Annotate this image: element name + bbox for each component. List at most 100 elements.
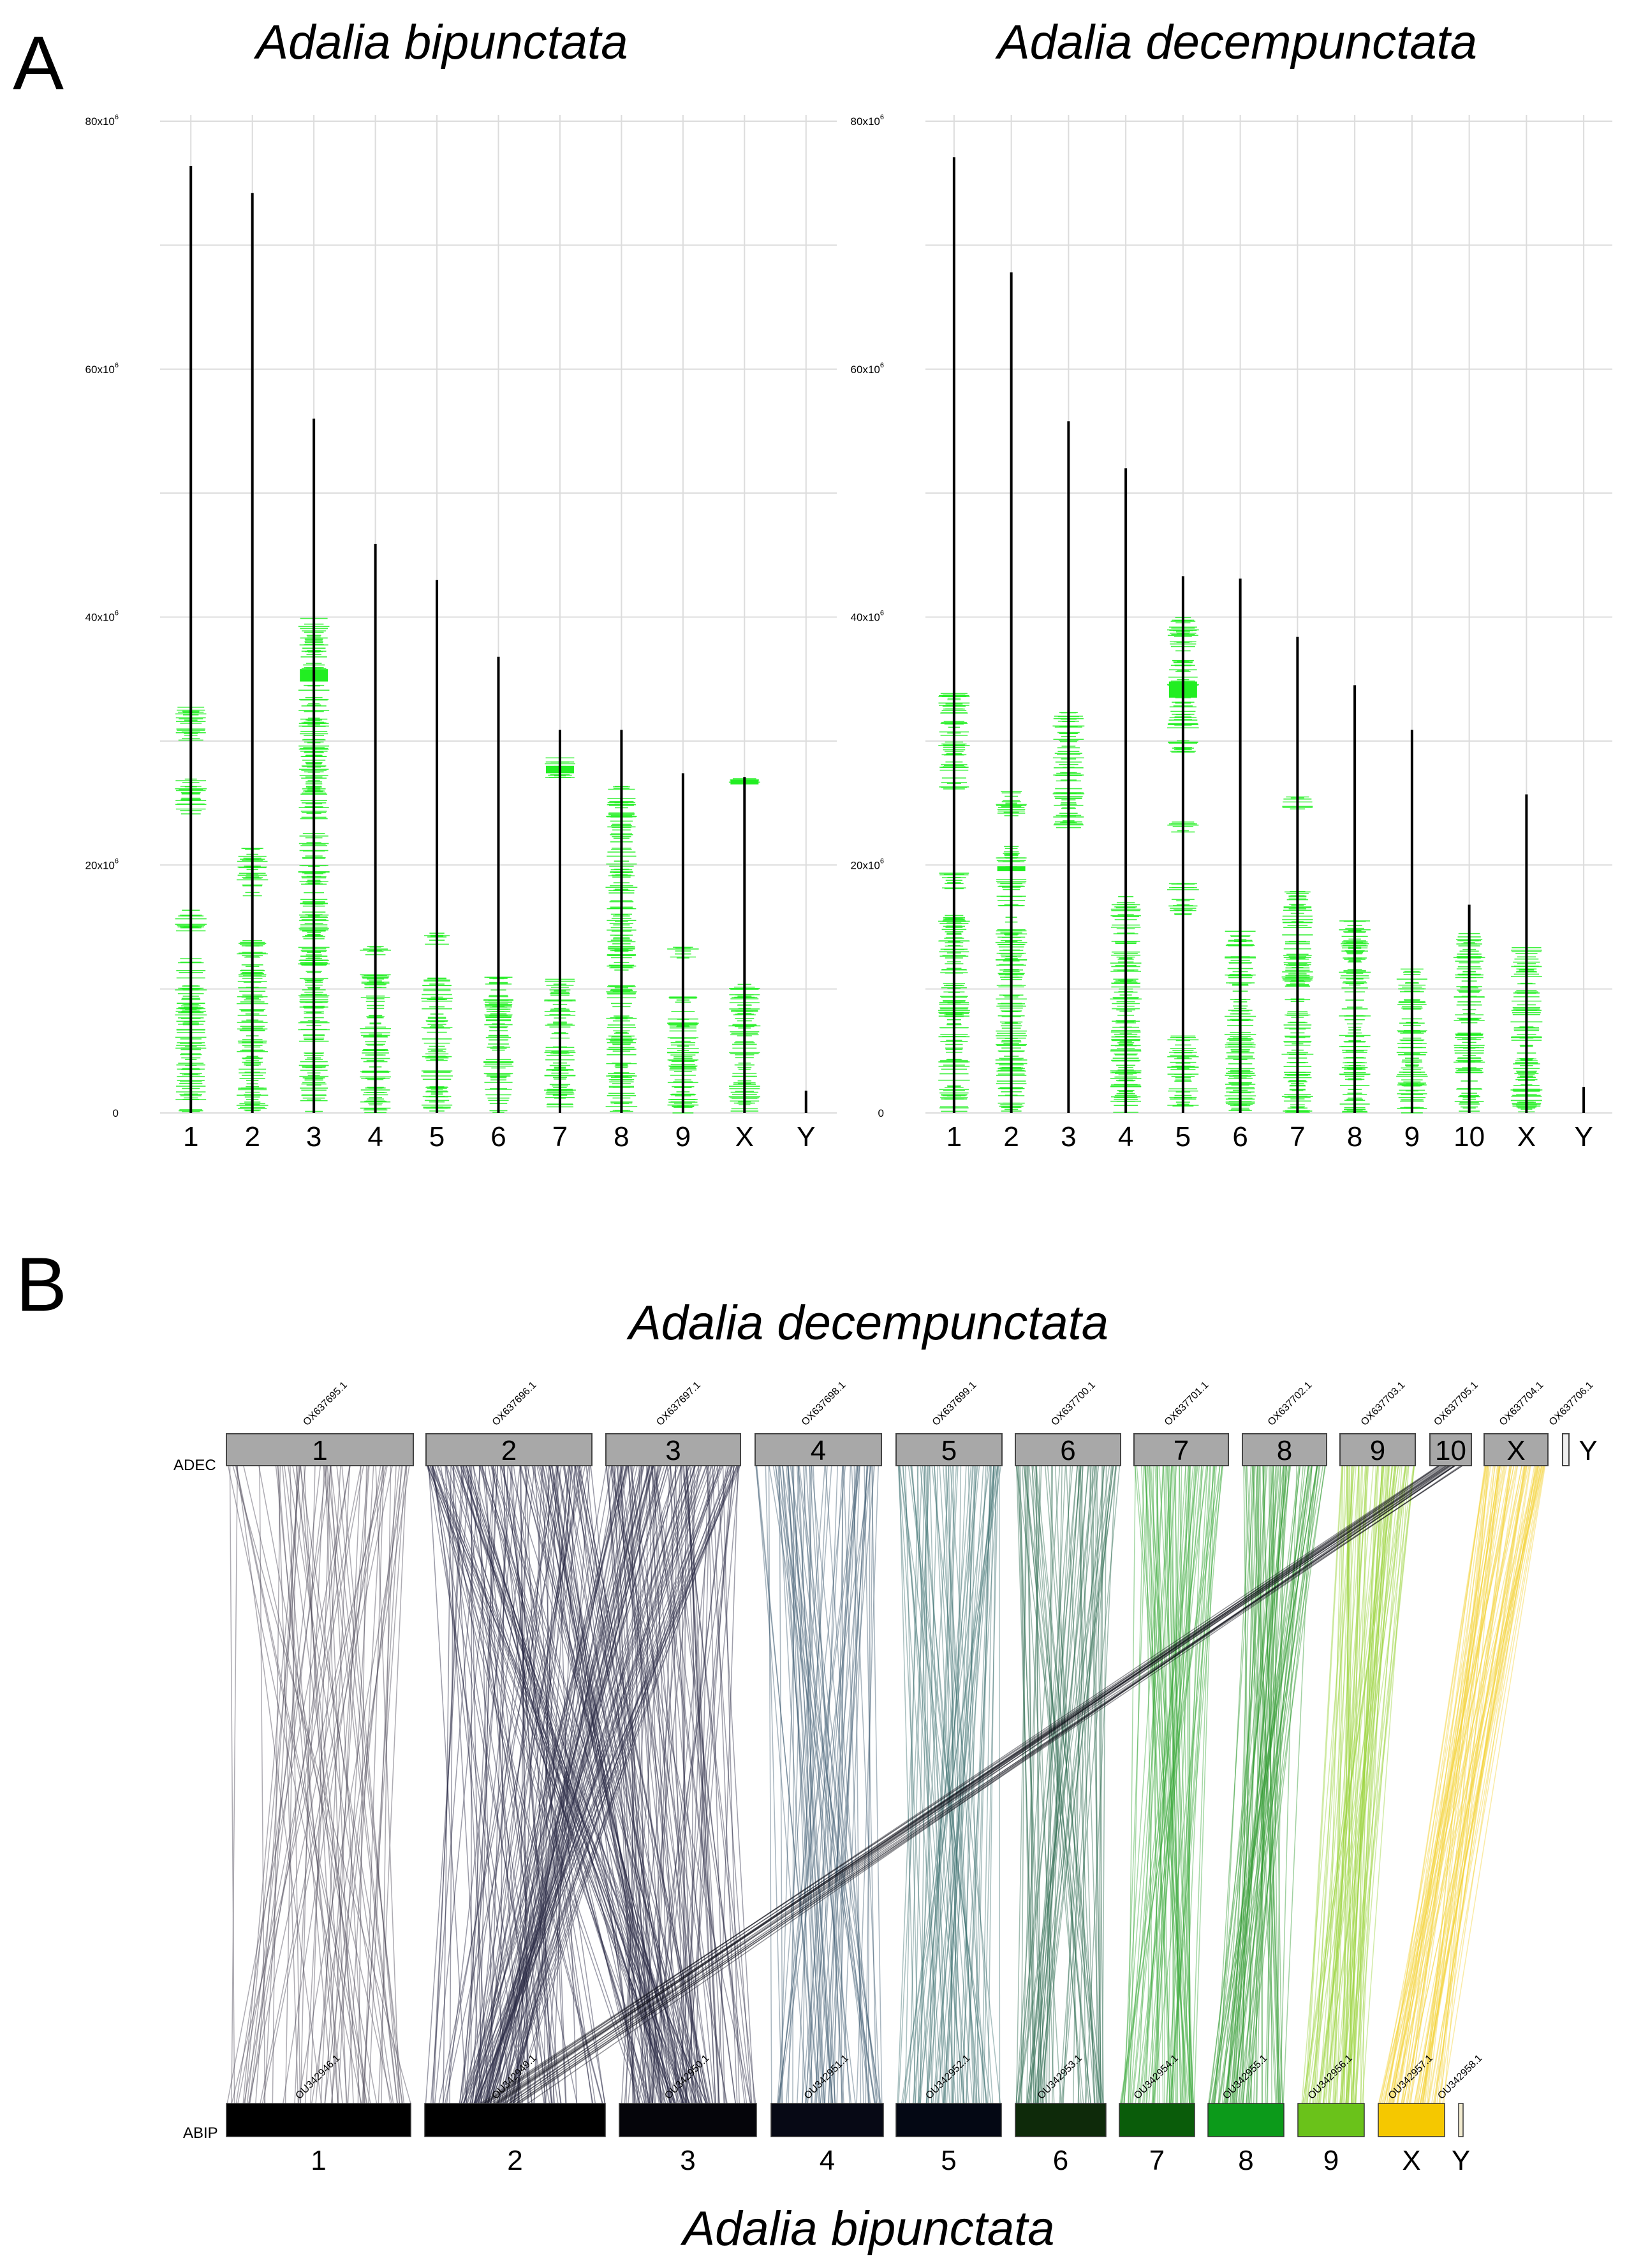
synteny-link <box>610 1465 662 2104</box>
synteny-link <box>670 1465 684 2104</box>
synteny-link <box>952 1465 975 2104</box>
synteny-link <box>1396 1465 1496 2104</box>
synteny-link <box>484 1465 625 2104</box>
synteny-link <box>628 1465 695 2104</box>
synteny-link <box>1242 1465 1248 2104</box>
synteny-link <box>473 1465 707 2104</box>
synteny-link <box>297 1465 408 2104</box>
synteny-link <box>1345 1465 1383 2104</box>
synteny-link <box>478 1465 713 2104</box>
synteny-link <box>283 1465 381 2104</box>
synteny-link <box>915 1465 950 2104</box>
synteny-link <box>791 1465 825 2104</box>
synteny-link <box>913 1465 929 2104</box>
synteny-link <box>1246 1465 1277 2104</box>
synteny-link <box>446 1465 675 2104</box>
top-chromosome-block-6 <box>1015 1433 1121 1466</box>
synteny-link <box>1246 1465 1310 2104</box>
synteny-link <box>501 1465 653 2104</box>
synteny-link <box>244 1465 306 2104</box>
synteny-link <box>462 1465 649 2104</box>
synteny-link <box>249 1465 350 2104</box>
synteny-link <box>500 1465 690 2104</box>
synteny-link <box>934 1465 978 2104</box>
synteny-link <box>804 1465 860 2104</box>
synteny-link <box>1051 1465 1063 2104</box>
top-accession-label: OX637697.1 <box>654 1380 703 1428</box>
synteny-link <box>1077 1465 1096 2104</box>
synteny-link <box>1212 1465 1318 2104</box>
synteny-link <box>548 1465 650 2104</box>
synteny-link <box>489 1465 730 2104</box>
synteny-link <box>484 1465 520 2104</box>
synteny-link <box>1151 1465 1191 2104</box>
synteny-link <box>1085 1465 1116 2104</box>
synteny-link <box>1407 1465 1494 2104</box>
synteny-link <box>432 1465 524 2104</box>
synteny-link <box>1346 1465 1383 2104</box>
synteny-link <box>1138 1465 1164 2104</box>
synteny-link <box>434 1465 603 2104</box>
synteny-link <box>1358 1465 1362 2104</box>
synteny-link <box>1348 1465 1378 2104</box>
synteny-link <box>1262 1465 1281 2104</box>
synteny-link <box>1226 1465 1265 2104</box>
synteny-link <box>1167 1465 1182 2104</box>
synteny-link <box>590 1465 662 2104</box>
synteny-link <box>1046 1465 1052 2104</box>
synteny-link <box>934 1465 989 2104</box>
synteny-link <box>1442 1465 1546 2104</box>
synteny-link <box>432 1465 463 2104</box>
synteny-link <box>485 1465 659 2104</box>
synteny-link <box>509 1465 556 2104</box>
y-tick-label: 40x106 <box>85 610 119 624</box>
synteny-link <box>341 1465 400 2104</box>
synteny-link <box>258 1465 378 2104</box>
synteny-link <box>284 1465 298 2104</box>
synteny-link <box>519 1465 1455 2104</box>
synteny-link <box>670 1465 735 2104</box>
synteny-link <box>1017 1465 1035 2104</box>
synteny-link <box>1241 1465 1255 2104</box>
synteny-link <box>487 1465 702 2104</box>
synteny-link <box>612 1465 728 2104</box>
synteny-link <box>505 1465 571 2104</box>
synteny-link <box>459 1465 557 2104</box>
synteny-link <box>924 1465 932 2104</box>
synteny-link <box>1389 1465 1523 2104</box>
synteny-link <box>1353 1465 1402 2104</box>
synteny-link <box>1393 1465 1543 2104</box>
synteny-link <box>649 1465 729 2104</box>
synteny-link <box>446 1465 521 2104</box>
synteny-link <box>491 1465 606 2104</box>
synteny-link <box>260 1465 388 2104</box>
synteny-link <box>1061 1465 1112 2104</box>
synteny-link <box>1059 1465 1105 2104</box>
synteny-link <box>485 1465 644 2104</box>
synteny-link <box>1353 1465 1359 2104</box>
synteny-link <box>542 1465 671 2104</box>
synteny-link <box>482 1465 552 2104</box>
synteny-link <box>621 1465 696 2104</box>
synteny-link <box>518 1465 543 2104</box>
synteny-link <box>509 1465 654 2104</box>
synteny-link <box>496 1465 1448 2104</box>
synteny-top-title: Adalia decempunctata <box>626 1296 1108 1350</box>
synteny-link <box>1380 1465 1528 2104</box>
synteny-link <box>897 1465 929 2104</box>
synteny-link <box>975 1465 991 2104</box>
synteny-link <box>467 1465 668 2104</box>
top-chromosome-label: 5 <box>941 1435 957 1466</box>
synteny-link <box>460 1465 628 2104</box>
synteny-link <box>1214 1465 1256 2104</box>
synteny-link <box>475 1465 651 2104</box>
synteny-link <box>440 1465 545 2104</box>
synteny-link <box>841 1465 844 2104</box>
synteny-link <box>520 1465 529 2104</box>
synteny-link <box>691 1465 695 2104</box>
synteny-link <box>1066 1465 1096 2104</box>
synteny-link <box>324 1465 403 2104</box>
synteny-link <box>902 1465 990 2104</box>
synteny-link <box>443 1465 452 2104</box>
x-tick-label: 5 <box>429 1121 445 1152</box>
